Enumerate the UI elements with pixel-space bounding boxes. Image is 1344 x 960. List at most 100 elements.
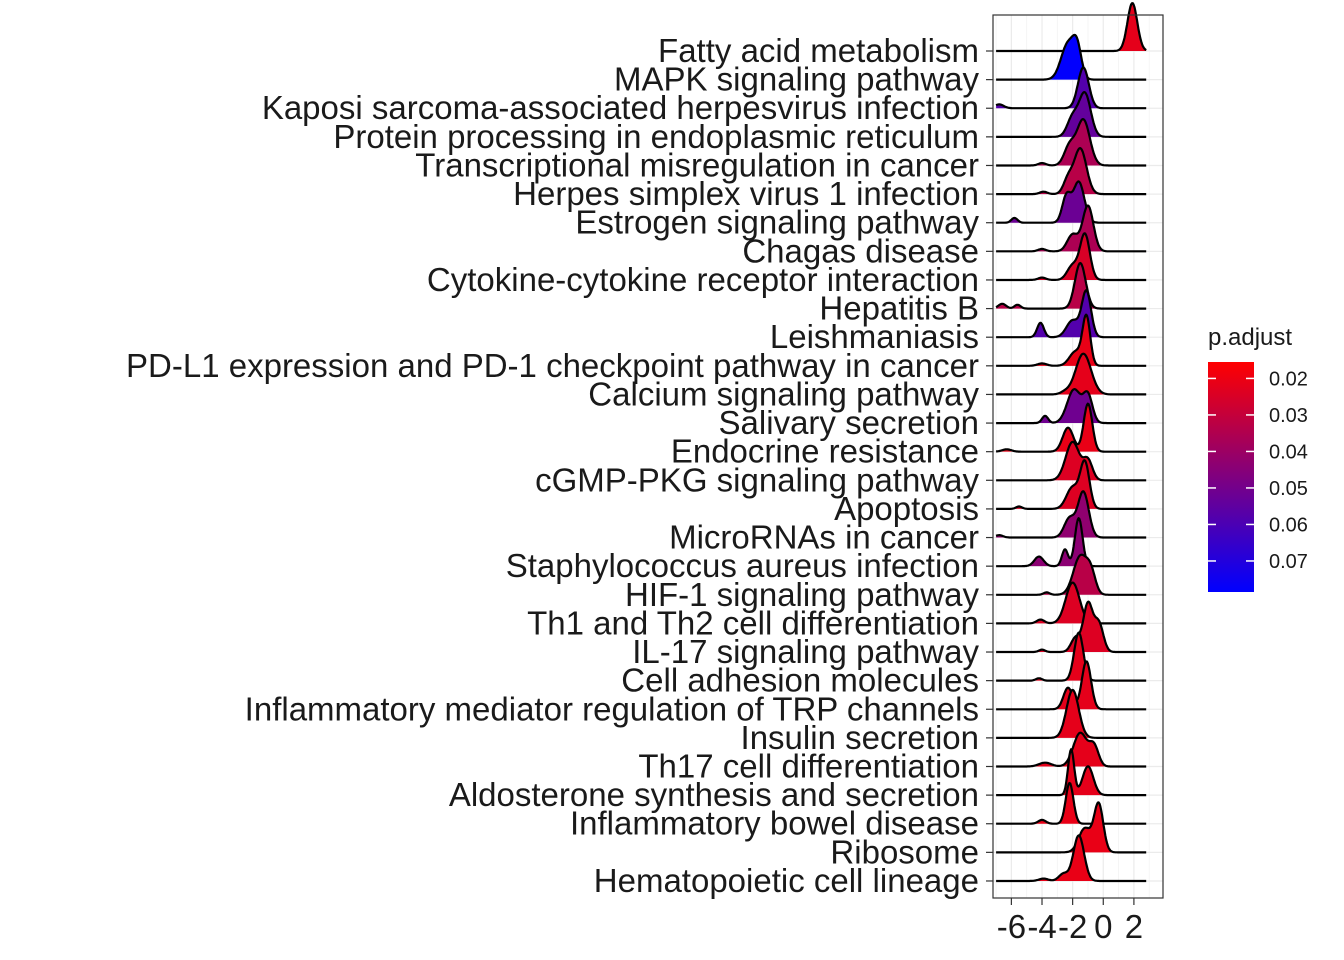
ridge-outline — [995, 147, 1147, 196]
y-tick-label: Herpes simplex virus 1 infection — [513, 175, 979, 212]
ridge-outline — [995, 581, 1147, 625]
y-tick-label: Inflammatory bowel disease — [570, 805, 979, 842]
ridge — [995, 440, 1147, 482]
ridge-fill — [996, 582, 1147, 624]
ridge — [995, 834, 1147, 883]
ridge-fill — [996, 835, 1147, 881]
ridge — [995, 600, 1147, 654]
y-tick-label: Salivary secretion — [719, 404, 979, 441]
ridge — [995, 289, 1147, 339]
y-tick-label: Th1 and Th2 cell differentiation — [527, 604, 979, 641]
ridge-fill — [996, 441, 1147, 481]
ridge-outline — [995, 600, 1147, 654]
y-tick-label: Endocrine resistance — [671, 433, 979, 470]
ridge — [995, 33, 1147, 81]
ridge-outline — [995, 261, 1147, 310]
ridge-outline — [995, 490, 1147, 539]
ridge — [995, 118, 1147, 167]
ridge-outline — [995, 440, 1147, 482]
ridge-outline — [995, 459, 1147, 510]
ridge — [995, 781, 1147, 825]
ridge-outline — [995, 33, 1147, 81]
y-tick-label: Leishmaniasis — [770, 318, 979, 355]
y-tick-label: Insulin secretion — [741, 719, 979, 756]
ridge-outline — [995, 834, 1147, 883]
ridge-fill — [996, 119, 1147, 166]
legend-tick-label: 0.04 — [1269, 441, 1308, 463]
ridge-outline — [995, 232, 1147, 282]
ridge — [995, 388, 1147, 425]
ridge-fill — [996, 181, 1147, 223]
ridge-outline — [995, 781, 1147, 825]
y-tick-label: cGMP-PKG signaling pathway — [535, 461, 979, 498]
ridge-fill — [996, 389, 1147, 424]
x-tick-label: 0 — [1094, 908, 1112, 945]
ridge-outline — [995, 204, 1147, 253]
y-tick-label: IL-17 signaling pathway — [632, 633, 979, 670]
ridge-outline — [995, 517, 1147, 568]
y-tick-label: Aldosterone synthesis and secretion — [449, 776, 979, 813]
ridge — [995, 517, 1147, 568]
legend-ticks: 0.02 0.03 0.04 0.05 0.06 0.07 — [1208, 368, 1308, 573]
ridge — [995, 688, 1147, 739]
x-tick-label: 2 — [1125, 908, 1143, 945]
ridge-fill — [996, 353, 1147, 395]
ridges — [995, 2, 1147, 883]
ridge — [995, 261, 1147, 310]
ridge — [995, 147, 1147, 196]
ridge — [995, 352, 1147, 396]
legend-tick-label: 0.02 — [1269, 368, 1308, 390]
y-tick-label: Kaposi sarcoma-associated herpesvirus in… — [262, 89, 979, 126]
y-tick-label: Hematopoietic cell lineage — [594, 862, 979, 899]
ridge-fill — [996, 689, 1147, 738]
y-tick-label: HIF-1 signaling pathway — [625, 576, 980, 613]
legend-tick-label: 0.07 — [1269, 551, 1308, 573]
y-tick-label: Fatty acid metabolism — [658, 32, 979, 69]
ridge-fill — [996, 290, 1147, 338]
ridge-fill — [996, 148, 1147, 195]
ridge-outline — [995, 553, 1147, 596]
y-tick-label: Calcium signaling pathway — [588, 375, 979, 412]
x-tick-label: -4 — [1027, 908, 1056, 945]
legend-title: p.adjust — [1208, 324, 1292, 351]
ridge-fill — [996, 205, 1147, 252]
ridge-fill — [996, 491, 1147, 538]
y-tick-label: Staphylococcus aureus infection — [506, 547, 979, 584]
ridge — [995, 801, 1147, 854]
y-tick-label: Estrogen signaling pathway — [575, 204, 979, 241]
ridge — [995, 581, 1147, 625]
ridge-fill — [996, 92, 1147, 137]
y-tick-label: PD-L1 expression and PD-1 checkpoint pat… — [126, 347, 979, 384]
ridge-fill — [996, 783, 1147, 824]
ridge-outline — [995, 801, 1147, 854]
x-tick-label: -2 — [1058, 908, 1087, 945]
y-tick-label: Transcriptional misregulation in cancer — [415, 146, 979, 183]
ridge-outline — [995, 180, 1147, 224]
x-axis: -6 -4 -2 0 2 — [997, 898, 1143, 945]
ridge — [995, 313, 1147, 367]
y-tick-label: Ribosome — [830, 833, 979, 870]
y-tick-label: MicroRNAs in cancer — [669, 519, 979, 556]
ridge — [995, 748, 1147, 797]
y-tick-label: Th17 cell differentiation — [638, 748, 979, 785]
y-tick-label: Inflammatory mediator regulation of TRP … — [245, 690, 979, 727]
ridge — [995, 204, 1147, 253]
ridge-outline — [995, 118, 1147, 167]
y-tick-label: Hepatitis B — [819, 290, 979, 327]
x-tick-label: -6 — [997, 908, 1026, 945]
y-tick-label: Chagas disease — [742, 232, 979, 269]
legend-tick-label: 0.06 — [1269, 514, 1308, 536]
ridge-fill — [996, 34, 1147, 80]
ridge-outline — [995, 352, 1147, 396]
y-tick-label: MAPK signaling pathway — [614, 61, 980, 98]
y-tick-label: Cell adhesion molecules — [621, 662, 979, 699]
ridge-outline — [995, 631, 1147, 682]
ridge-outline — [995, 388, 1147, 425]
ridge-outline — [995, 402, 1147, 453]
y-tick-label: Apoptosis — [834, 490, 979, 527]
ridge-outline — [995, 91, 1147, 138]
legend-tick-label: 0.03 — [1269, 405, 1308, 427]
ridge-fill — [996, 749, 1147, 796]
